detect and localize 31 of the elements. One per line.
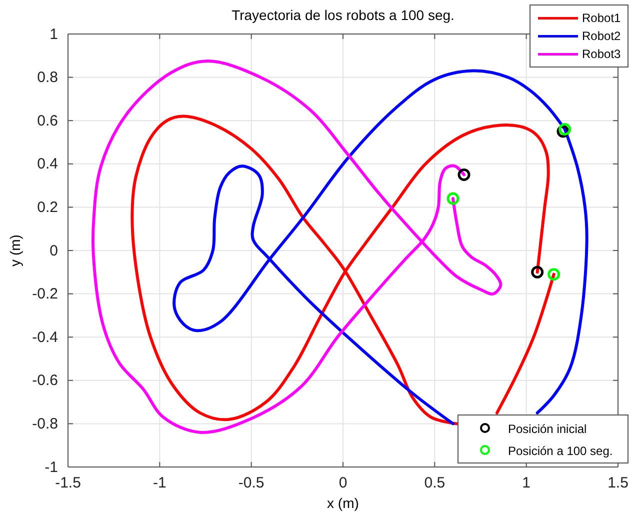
y-tick-label: 0.2: [37, 199, 58, 216]
chart-title: Trayectoria de los robots a 100 seg.: [232, 7, 454, 23]
y-tick-label: 0.4: [37, 156, 58, 173]
y-tick-label: 0: [50, 242, 58, 260]
y-tick-label: 0.6: [37, 112, 58, 130]
legend-label: Posición inicial: [508, 422, 587, 436]
point: [531, 266, 544, 278]
legend-label: Posición a 100 seg.: [508, 444, 613, 458]
x-tick-label: 0: [338, 474, 348, 492]
y-tick-label: -1: [44, 458, 58, 476]
y-axis-title: y (m): [7, 234, 23, 266]
y-tick-label: -0.4: [32, 328, 58, 346]
y-tick-label: 0.8: [37, 69, 58, 86]
x-tick-label: -1.5: [55, 474, 81, 492]
x-tick-label: -1: [152, 474, 166, 492]
x-tick-label: 1.5: [608, 474, 628, 492]
x-axis-title: x (m): [327, 495, 359, 511]
x-tick-label: 0.5: [424, 474, 446, 492]
line-series: [92, 60, 502, 434]
x-tick-label: -0.5: [238, 474, 264, 492]
point: [446, 192, 460, 205]
y-tick-label: 1: [50, 26, 58, 43]
y-tick-label: -0.8: [32, 416, 58, 432]
x-tick-label: 1: [522, 474, 531, 492]
y-tick-label: -0.6: [32, 372, 58, 390]
point: [548, 268, 560, 281]
legend-label: Robot3: [582, 47, 622, 61]
legend-label: Robot1: [582, 11, 622, 25]
legend-label: Robot2: [582, 29, 622, 43]
y-tick-label: -0.2: [32, 286, 58, 303]
point: [458, 168, 470, 181]
